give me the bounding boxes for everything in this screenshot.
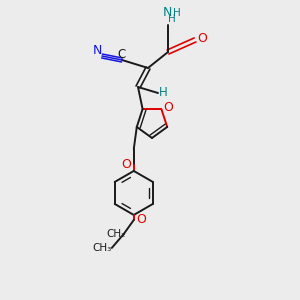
- Text: O: O: [136, 213, 146, 226]
- Text: N: N: [92, 44, 102, 56]
- Text: H: H: [159, 86, 167, 100]
- Text: H: H: [173, 8, 181, 18]
- Text: O: O: [164, 100, 173, 114]
- Text: O: O: [121, 158, 131, 171]
- Text: C: C: [117, 47, 125, 61]
- Text: H: H: [168, 14, 176, 24]
- Text: CH₂: CH₂: [106, 229, 125, 239]
- Text: CH₃: CH₃: [92, 243, 111, 253]
- Text: O: O: [197, 32, 207, 44]
- Text: N: N: [162, 7, 172, 20]
